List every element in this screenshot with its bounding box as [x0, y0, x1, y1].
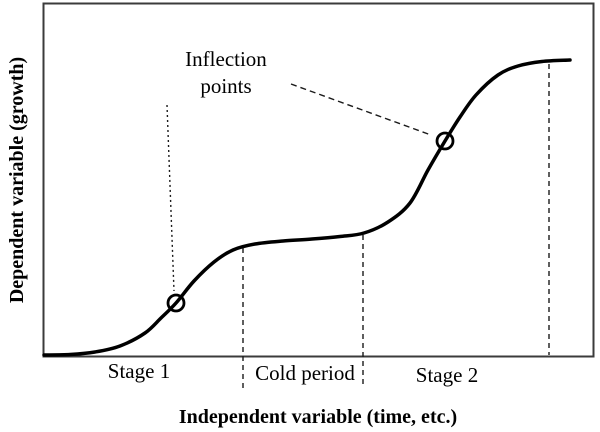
- annotation-leader-line-2: [290, 83, 432, 136]
- cold-period-label: Cold period: [255, 361, 355, 385]
- growth-curve: [42, 58, 572, 357]
- stage-1-label: Stage 1: [107, 359, 171, 383]
- stage-2-label: Stage 2: [415, 363, 479, 387]
- annotation-leader-line-1: [166, 104, 175, 292]
- inflection-points-annotation: Inflection points: [185, 47, 267, 98]
- inflection-point-marker-2: [435, 131, 455, 151]
- inflection-point-marker-1: [166, 293, 186, 313]
- plot-frame: [42, 2, 595, 358]
- y-axis-label: Dependent variable (growth): [6, 56, 28, 304]
- x-axis-label: Independent variable (time, etc.): [178, 406, 458, 428]
